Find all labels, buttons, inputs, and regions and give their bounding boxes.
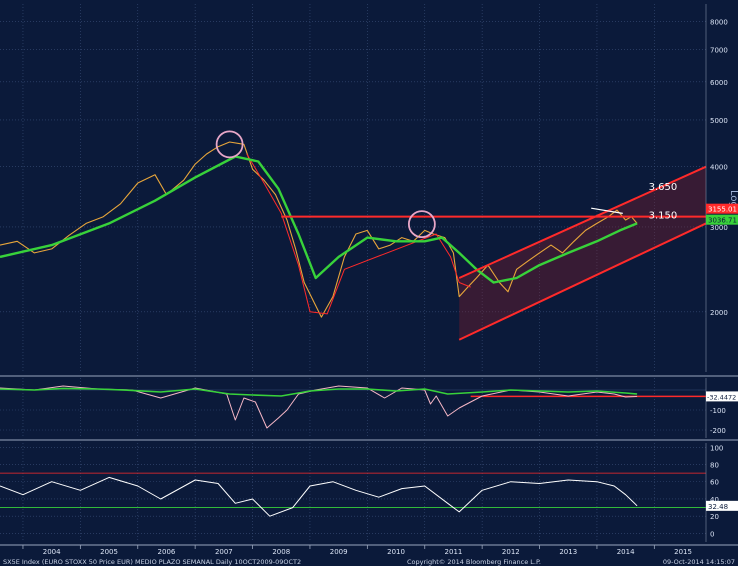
oscillator-y-axis: -100 -200 bbox=[705, 378, 726, 438]
x-tick-label: 2015 bbox=[674, 548, 692, 556]
x-tick-label: 2009 bbox=[330, 548, 348, 556]
oscillator-series bbox=[0, 385, 706, 429]
oscillator-panel: -100 -200 -32.4472 bbox=[0, 378, 738, 438]
log-scale-label: Log bbox=[728, 190, 738, 208]
channel-lower-line bbox=[458, 222, 707, 341]
rsi-y-axis: 100 80 60 40 20 0 bbox=[705, 443, 723, 542]
ma-value-badge-bg bbox=[706, 214, 738, 225]
price-badges: 3155.01 3036.71 bbox=[706, 203, 738, 225]
x-tick-label: 2004 bbox=[43, 548, 61, 556]
oscillator-signal-line bbox=[0, 387, 638, 397]
trend-channel-fill bbox=[459, 166, 706, 340]
last-price-badge-bg bbox=[706, 203, 738, 214]
oscillator-badge-bg bbox=[706, 391, 738, 402]
fast-ma-line bbox=[246, 153, 471, 315]
short-trendline bbox=[591, 207, 623, 214]
y-tick-label: -200 bbox=[710, 427, 726, 435]
y-tick-label: 60 bbox=[710, 479, 719, 487]
rsi-badges: 32.48 bbox=[706, 500, 738, 511]
x-axis: 2004 2005 2006 2007 2008 2009 2010 2011 2012 2013… bbox=[22, 545, 692, 556]
footer-copyright: Copyright© 2014 Bloomberg Finance L.P. bbox=[407, 558, 541, 566]
y-tick-label: 100 bbox=[710, 444, 723, 452]
highlight-circle bbox=[407, 210, 436, 239]
rsi-series bbox=[0, 472, 706, 517]
x-tick-label: 2013 bbox=[559, 548, 577, 556]
y-tick-label: -100 bbox=[710, 407, 726, 415]
x-tick-label: 2007 bbox=[215, 548, 233, 556]
channel-fill bbox=[459, 166, 706, 340]
y-tick-label: 0 bbox=[710, 530, 714, 538]
resistance-label: 3.150 bbox=[649, 211, 678, 222]
y-tick-label: 5000 bbox=[710, 117, 728, 125]
channel-top-label: 3.650 bbox=[649, 182, 678, 193]
slow-ma-line bbox=[0, 155, 638, 284]
rsi-badge-bg bbox=[706, 500, 738, 511]
x-tick-label: 2014 bbox=[617, 548, 635, 556]
rsi-grid bbox=[0, 443, 706, 542]
highlight-circle bbox=[215, 130, 244, 159]
x-tick-label: 2005 bbox=[100, 548, 118, 556]
ma-value-badge: 3036.71 bbox=[708, 217, 737, 225]
footer-security-description: SX5E Index (EURO STOXX 50 Price EUR) MED… bbox=[3, 558, 301, 566]
price-grid bbox=[0, 4, 706, 372]
y-tick-label: 6000 bbox=[710, 79, 728, 87]
channel-upper-line bbox=[458, 165, 707, 279]
rsi-line bbox=[0, 476, 638, 517]
y-tick-label: 7000 bbox=[710, 47, 728, 55]
x-tick-label: 2010 bbox=[387, 548, 405, 556]
last-price-badge: 3155.01 bbox=[708, 206, 737, 214]
x-tick-label: 2008 bbox=[272, 548, 290, 556]
rsi-panel: 100 80 60 40 20 0 32.48 bbox=[0, 443, 738, 542]
price-annotations: 3.650 3.150 bbox=[215, 130, 707, 341]
x-tick-label: 2006 bbox=[158, 548, 176, 556]
x-tick-label: 2012 bbox=[502, 548, 520, 556]
oscillator-badges: -32.4472 bbox=[706, 391, 738, 402]
price-line bbox=[0, 141, 638, 318]
y-tick-label: 80 bbox=[710, 462, 719, 470]
y-tick-label: 4000 bbox=[710, 164, 728, 172]
footer-bar bbox=[0, 557, 738, 566]
price-series bbox=[0, 141, 638, 318]
y-tick-label: 40 bbox=[710, 496, 719, 504]
y-tick-label: 2000 bbox=[710, 309, 728, 317]
rsi-value-badge: 32.48 bbox=[708, 503, 728, 511]
footer-timestamp: 09-Oct-2014 14:15:07 bbox=[663, 558, 735, 566]
oscillator-value-badge: -32.4472 bbox=[707, 393, 736, 401]
x-tick-label: 2011 bbox=[445, 548, 463, 556]
price-y-axis: 8000 7000 6000 5000 4000 3000 2000 bbox=[705, 4, 728, 372]
y-tick-label: 8000 bbox=[710, 19, 728, 27]
y-tick-label: 20 bbox=[710, 513, 719, 521]
y-tick-label: 3000 bbox=[710, 224, 728, 232]
